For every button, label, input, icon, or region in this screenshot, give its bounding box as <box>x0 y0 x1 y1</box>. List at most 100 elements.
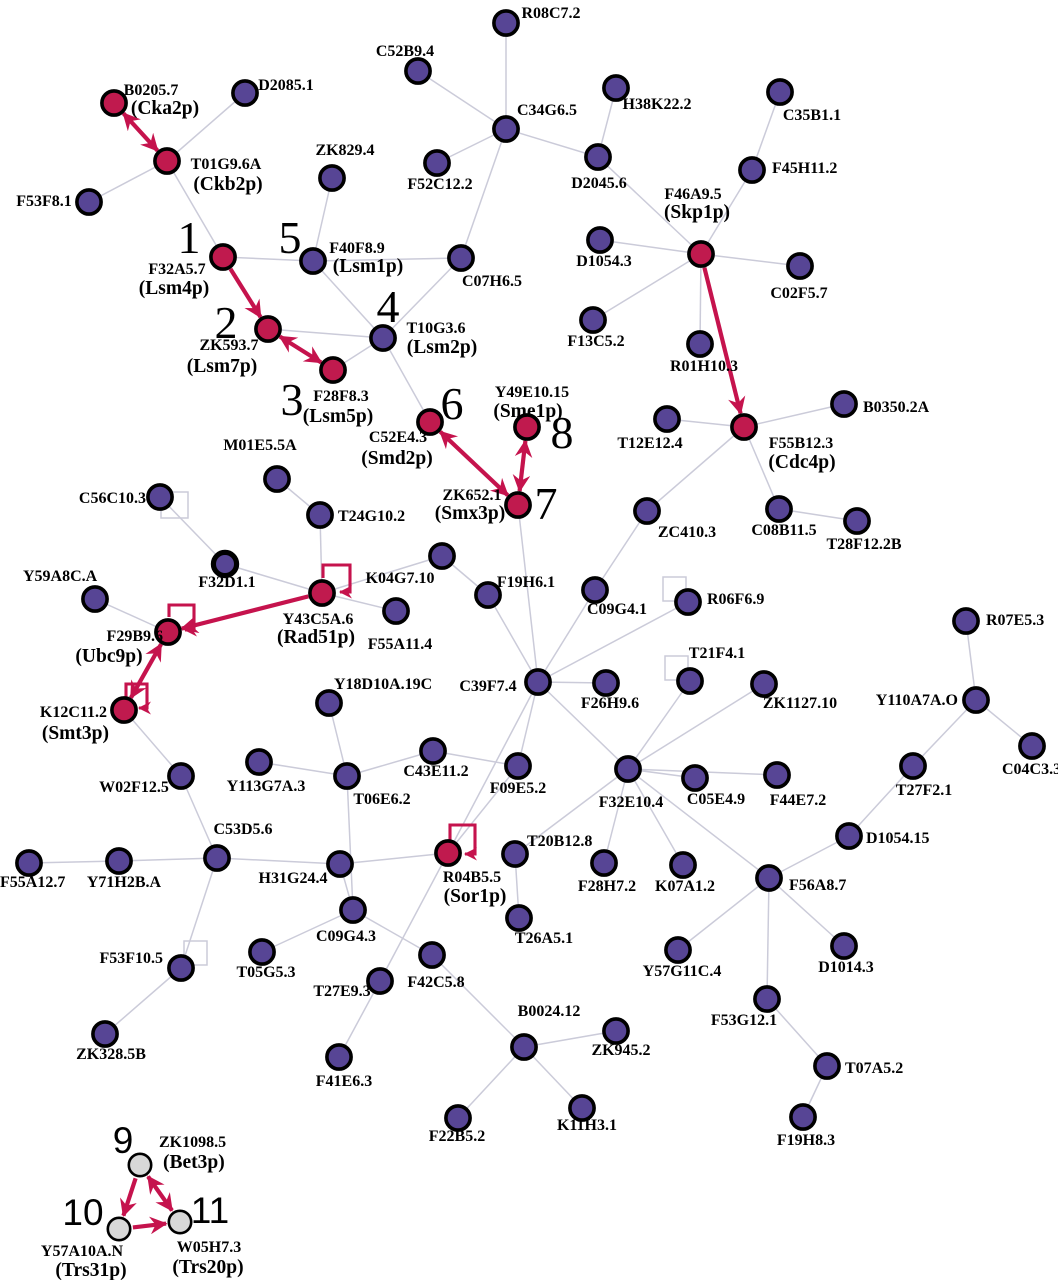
svg-text:(Smx3p): (Smx3p) <box>435 503 505 524</box>
svg-text:Y18D10A.19C: Y18D10A.19C <box>334 676 432 693</box>
svg-text:T28F12.2B: T28F12.2B <box>826 536 901 553</box>
svg-text:C35B1.1: C35B1.1 <box>783 107 841 124</box>
svg-text:T27E9.3: T27E9.3 <box>313 983 370 1000</box>
svg-text:C04C3.3: C04C3.3 <box>1002 761 1058 778</box>
svg-text:W02F12.5: W02F12.5 <box>99 779 169 796</box>
svg-text:T05G5.3: T05G5.3 <box>236 964 295 981</box>
svg-text:Y113G7A.3: Y113G7A.3 <box>227 778 306 795</box>
svg-text:D2045.6: D2045.6 <box>571 175 627 192</box>
svg-text:B0205.7: B0205.7 <box>124 82 179 99</box>
svg-text:(Cdc4p): (Cdc4p) <box>768 452 835 473</box>
svg-text:Y57A10A.N: Y57A10A.N <box>41 1243 124 1260</box>
svg-text:T26A5.1: T26A5.1 <box>515 930 573 947</box>
svg-text:B0024.12: B0024.12 <box>518 1003 581 1020</box>
svg-text:R01H10.3: R01H10.3 <box>670 358 738 375</box>
svg-text:(Lsm1p): (Lsm1p) <box>333 256 403 277</box>
svg-text:ZK593.7: ZK593.7 <box>199 337 258 354</box>
svg-text:C43E11.2: C43E11.2 <box>403 763 468 780</box>
svg-text:ZK1127.10: ZK1127.10 <box>763 695 837 712</box>
svg-text:F53F10.5: F53F10.5 <box>99 950 163 967</box>
svg-text:K11H3.1: K11H3.1 <box>557 1117 617 1134</box>
svg-text:(Skp1p): (Skp1p) <box>664 202 730 223</box>
svg-text:(Lsm7p): (Lsm7p) <box>187 356 257 377</box>
svg-text:(Ubc9p): (Ubc9p) <box>75 646 142 667</box>
svg-text:7: 7 <box>535 478 558 529</box>
svg-text:(Trs31p): (Trs31p) <box>55 1260 126 1280</box>
svg-text:C53D5.6: C53D5.6 <box>213 821 272 838</box>
svg-text:C07H6.5: C07H6.5 <box>462 273 522 290</box>
svg-text:(Bet3p): (Bet3p) <box>163 1152 225 1173</box>
svg-text:C02F5.7: C02F5.7 <box>770 285 827 302</box>
svg-text:T06E6.2: T06E6.2 <box>353 791 410 808</box>
svg-text:D1014.3: D1014.3 <box>818 959 874 976</box>
svg-text:H38K22.2: H38K22.2 <box>623 96 692 113</box>
svg-text:D2085.1: D2085.1 <box>258 77 314 94</box>
svg-text:ZK1098.5: ZK1098.5 <box>159 1134 226 1151</box>
svg-text:R07E5.3: R07E5.3 <box>986 612 1044 629</box>
svg-text:(Lsm5p): (Lsm5p) <box>303 406 373 427</box>
svg-text:F46A9.5: F46A9.5 <box>664 186 721 203</box>
svg-text:F45H11.2: F45H11.2 <box>772 160 837 177</box>
svg-text:11: 11 <box>191 1190 229 1231</box>
svg-text:Y110A7A.O: Y110A7A.O <box>876 692 958 709</box>
svg-text:F19H6.1: F19H6.1 <box>497 574 555 591</box>
svg-text:5: 5 <box>279 212 302 263</box>
svg-text:4: 4 <box>377 281 400 332</box>
svg-text:(Smd2p): (Smd2p) <box>361 448 433 469</box>
svg-text:F19H8.3: F19H8.3 <box>777 1132 835 1149</box>
svg-text:T07A5.2: T07A5.2 <box>845 1060 903 1077</box>
svg-text:Y71H2B.A: Y71H2B.A <box>87 874 162 891</box>
svg-text:(Lsm2p): (Lsm2p) <box>407 337 477 358</box>
svg-text:B0350.2A: B0350.2A <box>863 399 930 416</box>
svg-text:10: 10 <box>62 1192 103 1233</box>
svg-text:F42C5.8: F42C5.8 <box>407 974 464 991</box>
svg-text:(Smt3p): (Smt3p) <box>42 723 109 744</box>
svg-text:(Cka2p): (Cka2p) <box>131 98 199 119</box>
svg-text:2: 2 <box>215 297 238 348</box>
svg-text:Y59A8C.A: Y59A8C.A <box>23 568 98 585</box>
svg-text:ZK328.5B: ZK328.5B <box>76 1046 146 1063</box>
svg-text:D1054.15: D1054.15 <box>866 830 930 847</box>
svg-text:D1054.3: D1054.3 <box>576 253 632 270</box>
svg-text:Y57G11C.4: Y57G11C.4 <box>643 963 722 980</box>
svg-text:F28H7.2: F28H7.2 <box>578 878 636 895</box>
svg-text:6: 6 <box>441 378 464 429</box>
svg-text:3: 3 <box>281 374 304 425</box>
svg-text:F44E7.2: F44E7.2 <box>770 792 826 809</box>
svg-text:F56A8.7: F56A8.7 <box>789 877 846 894</box>
svg-text:ZK652.1: ZK652.1 <box>442 487 501 504</box>
svg-text:K04G7.10: K04G7.10 <box>366 570 435 587</box>
svg-text:T01G9.6A: T01G9.6A <box>191 156 262 173</box>
svg-text:F13C5.2: F13C5.2 <box>567 333 624 350</box>
svg-text:C39F7.4: C39F7.4 <box>459 678 516 695</box>
svg-text:K12C11.2: K12C11.2 <box>40 704 107 721</box>
svg-text:(Sme1p): (Sme1p) <box>493 401 562 422</box>
svg-text:F32D1.1: F32D1.1 <box>198 574 255 591</box>
svg-text:C56C10.3: C56C10.3 <box>79 490 146 507</box>
svg-text:T10G3.6: T10G3.6 <box>406 320 465 337</box>
svg-text:F55B12.3: F55B12.3 <box>769 435 833 452</box>
svg-text:(Rad51p): (Rad51p) <box>277 627 355 648</box>
svg-text:C52B9.4: C52B9.4 <box>376 43 434 60</box>
svg-text:Y49E10.15: Y49E10.15 <box>495 384 569 401</box>
svg-text:1: 1 <box>178 212 201 263</box>
svg-text:F53F8.1: F53F8.1 <box>16 193 72 210</box>
svg-text:ZK829.4: ZK829.4 <box>315 142 374 159</box>
svg-text:T12E12.4: T12E12.4 <box>617 435 682 452</box>
svg-text:F32E10.4: F32E10.4 <box>599 794 663 811</box>
svg-text:ZC410.3: ZC410.3 <box>658 524 716 541</box>
svg-text:F32A5.7: F32A5.7 <box>148 261 205 278</box>
svg-text:F40F8.9: F40F8.9 <box>329 240 385 257</box>
svg-text:F22B5.2: F22B5.2 <box>429 1128 485 1145</box>
svg-text:R08C7.2: R08C7.2 <box>521 5 580 22</box>
svg-text:F55A12.7: F55A12.7 <box>0 874 65 891</box>
svg-text:8: 8 <box>551 407 574 458</box>
svg-text:R04B5.5: R04B5.5 <box>443 869 501 886</box>
svg-text:C09G4.3: C09G4.3 <box>316 928 376 945</box>
svg-text:(Sor1p): (Sor1p) <box>444 886 507 907</box>
svg-text:T21F4.1: T21F4.1 <box>689 645 745 662</box>
svg-text:F28F8.3: F28F8.3 <box>313 388 369 405</box>
svg-text:M01E5.5A: M01E5.5A <box>223 437 297 454</box>
svg-text:C05E4.9: C05E4.9 <box>687 791 745 808</box>
svg-text:R06F6.9: R06F6.9 <box>707 591 764 608</box>
